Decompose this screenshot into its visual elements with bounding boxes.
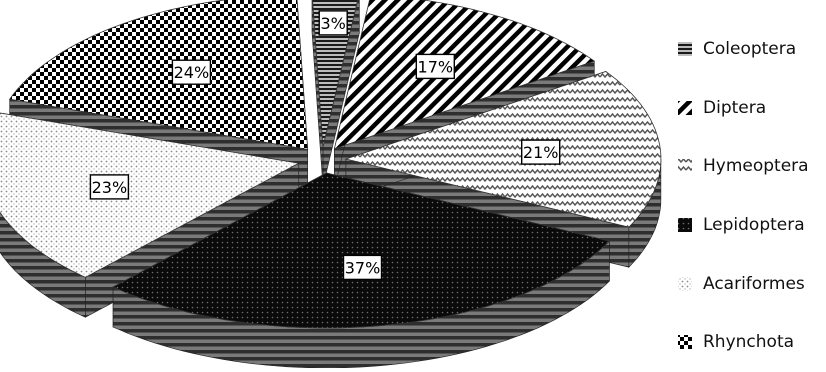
legend-swatch-lepidoptera bbox=[678, 218, 692, 233]
slice-coleoptera bbox=[311, 0, 360, 187]
slice-top-hymeoptera bbox=[344, 71, 662, 228]
legend-item-rhynchota: Rhynchota bbox=[676, 313, 826, 372]
pie-slices bbox=[0, 0, 662, 368]
legend-swatch-hymeoptera bbox=[678, 159, 692, 174]
legend-label-coleoptera: Coleoptera bbox=[703, 39, 797, 60]
legend-item-diptera: Diptera bbox=[676, 79, 826, 138]
legend-swatch-diptera bbox=[678, 100, 692, 115]
pct-box-lepidoptera bbox=[342, 254, 383, 281]
legend-swatch-rhynchota bbox=[678, 335, 692, 350]
legend: Coleoptera Diptera Hymeoptera Lepidopter… bbox=[676, 20, 826, 372]
pct-label-acariformes: 23% bbox=[92, 178, 128, 197]
slice-top-acariformes bbox=[0, 112, 300, 278]
pct-label-lepidoptera: 37% bbox=[345, 258, 381, 277]
legend-item-hymeoptera: Hymeoptera bbox=[676, 137, 826, 196]
pct-box-diptera bbox=[415, 53, 455, 80]
legend-label-lepidoptera: Lepidoptera bbox=[703, 215, 805, 236]
legend-label-diptera: Diptera bbox=[703, 97, 767, 118]
pct-box-rhynchota bbox=[171, 59, 212, 85]
legend-item-acariformes: Acariformes bbox=[676, 254, 826, 313]
pct-label-coleoptera: 3% bbox=[321, 14, 346, 33]
pct-box-coleoptera bbox=[318, 10, 348, 36]
pct-box-hymeoptera bbox=[521, 139, 561, 165]
legend-item-coleoptera: Coleoptera bbox=[676, 20, 826, 79]
slice-lepidoptera bbox=[112, 172, 611, 368]
pct-label-hymeoptera: 21% bbox=[523, 143, 559, 162]
legend-swatch-coleoptera bbox=[678, 42, 692, 57]
legend-label-acariformes: Acariformes bbox=[703, 273, 805, 294]
slice-top-diptera bbox=[333, 0, 596, 150]
legend-swatch-acariformes bbox=[678, 276, 692, 291]
pct-label-diptera: 17% bbox=[418, 57, 454, 76]
pie-labels: 3% 17% 21% 37% 23% 24% bbox=[89, 10, 561, 281]
pct-label-rhynchota: 24% bbox=[174, 63, 210, 82]
legend-label-rhynchota: Rhynchota bbox=[703, 332, 795, 353]
legend-item-lepidoptera: Lepidoptera bbox=[676, 196, 826, 255]
slice-top-coleoptera bbox=[312, 0, 359, 147]
pct-box-acariformes bbox=[89, 174, 130, 200]
slice-top-lepidoptera bbox=[112, 172, 611, 329]
slice-top-rhynchota bbox=[8, 0, 309, 150]
legend-label-hymeoptera: Hymeoptera bbox=[703, 156, 809, 177]
